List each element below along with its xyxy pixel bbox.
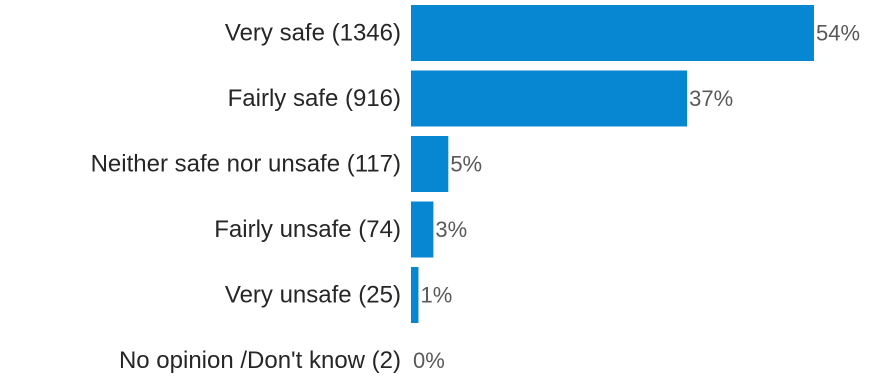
value-label: 1% bbox=[420, 283, 452, 308]
value-label: 0% bbox=[413, 348, 445, 373]
bar bbox=[411, 70, 688, 127]
value-label: 37% bbox=[689, 86, 733, 111]
bars-group bbox=[411, 5, 814, 323]
category-labels-group: Very safe (1346) Fairly safe (916) Neither… bbox=[91, 20, 401, 375]
bar bbox=[411, 267, 419, 323]
bar bbox=[411, 136, 449, 192]
category-label: Very safe (1346) bbox=[225, 20, 401, 47]
category-label: Fairly unsafe (74) bbox=[214, 216, 401, 243]
category-label: Very unsafe (25) bbox=[225, 282, 401, 309]
value-label: 54% bbox=[816, 21, 860, 46]
value-label: 3% bbox=[435, 217, 467, 242]
bar bbox=[411, 5, 814, 61]
category-label: Fairly safe (916) bbox=[228, 85, 401, 112]
value-label: 5% bbox=[450, 152, 482, 177]
category-label: Neither safe nor unsafe (117) bbox=[91, 151, 401, 178]
bar bbox=[411, 201, 434, 258]
value-labels-group: 54% 37% 5% 3% 1% 0% bbox=[413, 21, 860, 374]
category-label: No opinion /Don't know (2) bbox=[119, 347, 401, 374]
